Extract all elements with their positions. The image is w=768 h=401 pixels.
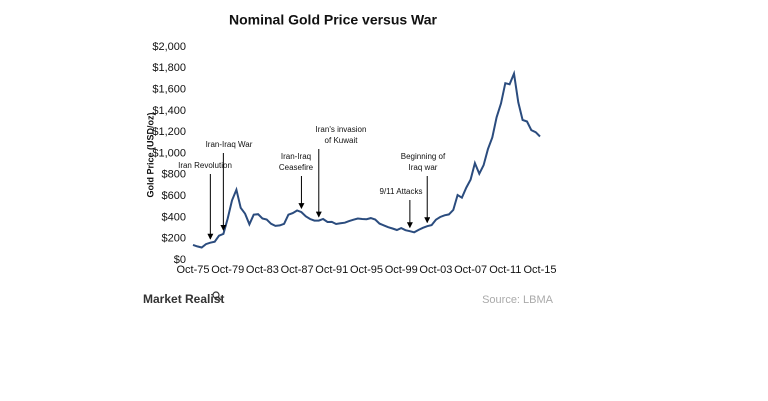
annotation-text: of Kuwait [325, 136, 359, 145]
annotation-text: Iran Revolution [178, 161, 232, 170]
x-tick-label: Oct-83 [246, 264, 279, 276]
price-line [192, 69, 541, 249]
y-axis-label: Gold Price (USD/oz) [145, 112, 155, 197]
x-tick-label: Oct-15 [523, 264, 556, 276]
y-tick-label: $1,800 [152, 62, 186, 74]
y-tick-label: $400 [162, 211, 186, 223]
y-tick-label: $1,400 [152, 105, 186, 117]
x-tick-label: Oct-11 [489, 264, 521, 276]
x-tick-label: Oct-03 [419, 264, 452, 276]
x-tick-label: Oct-87 [281, 264, 314, 276]
y-tick-label: $0 [174, 254, 186, 266]
x-tick-label: Oct-75 [176, 264, 209, 276]
annotation-text: Iraq war [409, 163, 438, 172]
x-tick-label: Oct-95 [350, 264, 383, 276]
y-tick-label: $1,600 [152, 84, 186, 96]
y-tick-label: $600 [162, 190, 186, 202]
y-tick-label: $1,000 [152, 147, 186, 159]
brand: Market Realist [143, 292, 224, 306]
annotation-text: Beginning of [401, 152, 446, 161]
x-tick-label: Oct-07 [454, 264, 487, 276]
annotation-text: Iran-Iraq War [206, 140, 253, 149]
x-tick-label: Oct-99 [385, 264, 418, 276]
y-tick-label: $1,200 [152, 126, 186, 138]
annotation-text: Iran's invasion [316, 125, 367, 134]
brand-icon [212, 291, 222, 301]
annotation-text: Iran-Iraq [281, 152, 311, 161]
chart-title: Nominal Gold Price versus War [229, 12, 438, 28]
x-tick-label: Oct-79 [211, 264, 244, 276]
y-tick-label: $200 [162, 233, 186, 245]
annotation-text: Ceasefire [279, 163, 314, 172]
y-tick-label: $2,000 [152, 41, 186, 53]
y-tick-label: $800 [162, 169, 186, 181]
x-tick-label: Oct-91 [315, 264, 348, 276]
annotation-text: 9/11 Attacks [380, 187, 423, 196]
source: Source: LBMA [482, 294, 554, 306]
